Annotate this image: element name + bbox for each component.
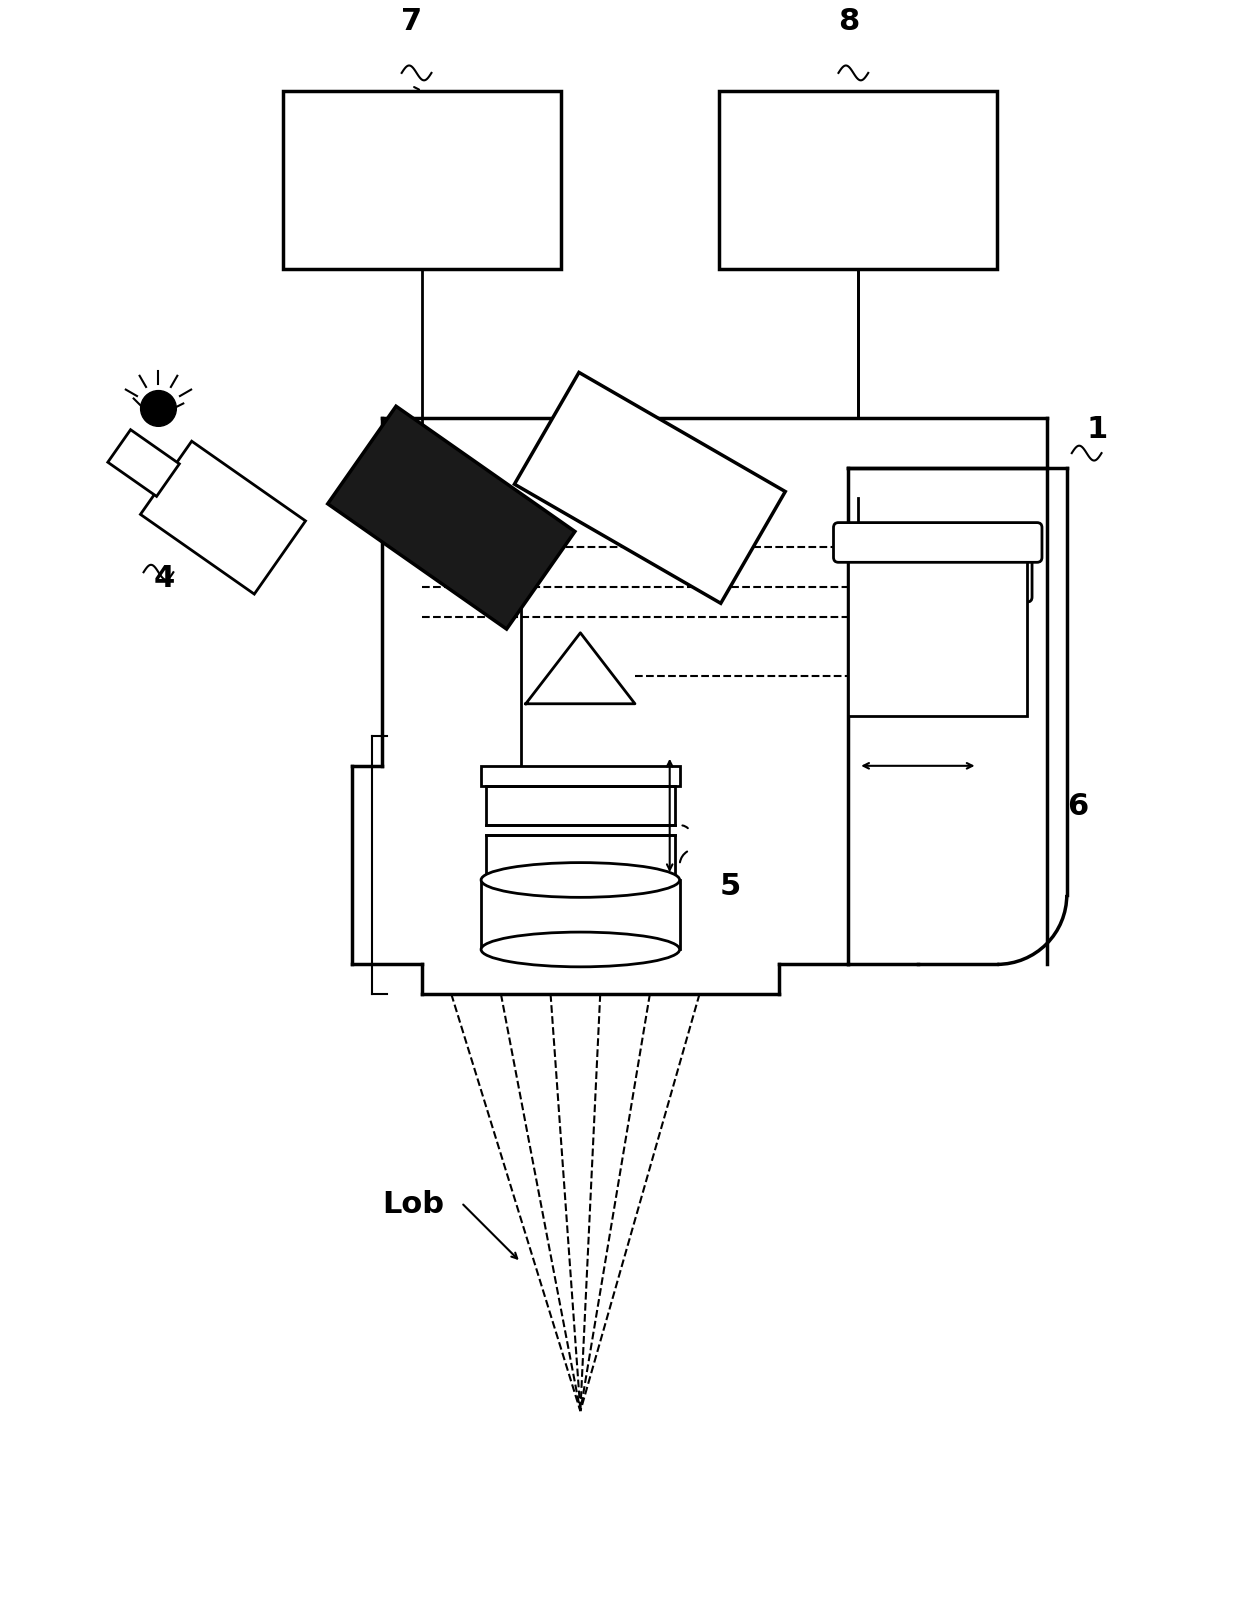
Bar [282, 90, 561, 269]
Bar [719, 90, 998, 269]
Bar [491, 781, 670, 810]
Ellipse shape [481, 933, 679, 967]
Text: 5: 5 [719, 872, 741, 901]
Text: 1: 1 [1086, 416, 1108, 445]
Polygon shape [140, 441, 305, 594]
FancyBboxPatch shape [834, 522, 1042, 562]
Bar [481, 880, 679, 949]
Circle shape [141, 390, 176, 427]
Bar [481, 765, 679, 786]
Bar [486, 836, 674, 875]
Polygon shape [514, 372, 785, 603]
Text: 6: 6 [1067, 793, 1089, 822]
Bar [868, 598, 1017, 696]
Ellipse shape [481, 862, 679, 897]
Text: 7: 7 [401, 6, 422, 35]
Text: Lob: Lob [382, 1189, 444, 1218]
Text: 8: 8 [838, 6, 859, 35]
Bar [848, 557, 1027, 717]
Bar [486, 786, 674, 825]
Text: 4: 4 [154, 564, 175, 593]
FancyBboxPatch shape [853, 557, 1032, 603]
Polygon shape [108, 430, 179, 496]
Polygon shape [328, 406, 575, 628]
